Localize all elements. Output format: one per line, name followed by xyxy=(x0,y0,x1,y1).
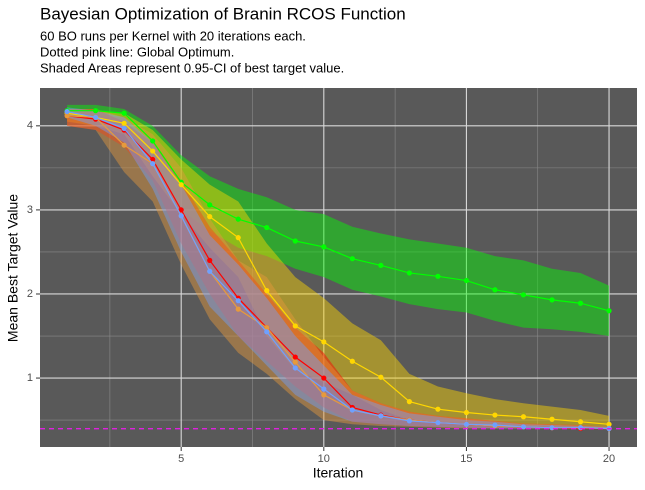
point xyxy=(577,425,584,431)
x-axis-label: Iteration xyxy=(313,465,364,481)
point xyxy=(207,268,213,274)
point xyxy=(207,257,213,263)
point xyxy=(321,339,327,345)
point xyxy=(520,414,527,420)
chart-title: Bayesian Optimization of Branin RCOS Fun… xyxy=(40,4,406,23)
point xyxy=(121,120,127,126)
point xyxy=(292,238,298,244)
ci-band xyxy=(67,109,610,429)
point xyxy=(349,407,355,413)
subtitle: 60 BO runs per Kernel with 20 iterations… xyxy=(40,28,306,43)
point xyxy=(150,156,156,163)
point xyxy=(549,425,555,431)
point xyxy=(349,256,355,262)
point xyxy=(492,287,498,293)
point xyxy=(577,419,584,425)
point xyxy=(378,262,384,268)
point xyxy=(150,161,156,167)
series-line xyxy=(67,110,610,312)
point xyxy=(549,297,555,303)
point xyxy=(435,420,441,426)
point xyxy=(235,216,241,222)
y-tick-label: 4 xyxy=(27,120,33,132)
point xyxy=(292,359,298,365)
point xyxy=(463,277,470,284)
point xyxy=(406,270,412,276)
ci-band xyxy=(67,104,610,337)
point xyxy=(150,138,156,144)
ci-band xyxy=(67,107,610,430)
point xyxy=(349,358,355,364)
point xyxy=(406,398,412,405)
point xyxy=(121,125,127,131)
y-tick-label: 3 xyxy=(27,204,33,216)
point xyxy=(150,148,156,154)
point xyxy=(178,207,184,213)
point xyxy=(207,214,213,220)
point xyxy=(264,288,270,294)
point xyxy=(321,386,327,392)
point xyxy=(292,354,298,360)
y-axis-label: Mean Best Target Value xyxy=(5,194,21,342)
point xyxy=(292,323,298,329)
point xyxy=(264,329,270,335)
point xyxy=(121,110,127,116)
point xyxy=(264,325,270,331)
subtitle: Dotted pink line: Global Optimum. xyxy=(40,44,234,59)
point xyxy=(606,308,612,314)
subtitle: Shaded Areas represent 0.95-CI of best t… xyxy=(40,60,344,75)
x-tick-label: 15 xyxy=(460,453,472,465)
point xyxy=(292,365,298,371)
point xyxy=(606,421,612,427)
ci-band xyxy=(67,109,610,430)
point xyxy=(207,202,213,208)
x-tick-label: 20 xyxy=(603,453,615,465)
point xyxy=(178,182,184,188)
y-tick-label: 2 xyxy=(27,288,33,300)
point xyxy=(520,292,527,298)
x-tick-label: 5 xyxy=(178,453,184,465)
series-line xyxy=(67,112,610,425)
point xyxy=(406,418,412,424)
point xyxy=(235,298,241,304)
point xyxy=(492,412,498,418)
point xyxy=(378,374,384,380)
point xyxy=(321,244,327,250)
point xyxy=(549,416,555,422)
point xyxy=(235,235,241,241)
point xyxy=(64,108,70,115)
point xyxy=(178,213,184,219)
point xyxy=(435,406,441,412)
point xyxy=(264,224,270,231)
point xyxy=(321,375,327,381)
ci-band xyxy=(67,109,610,430)
point xyxy=(520,424,527,430)
point xyxy=(378,413,384,419)
point xyxy=(463,421,470,427)
point xyxy=(435,273,441,279)
point xyxy=(492,422,498,428)
y-tick-label: 1 xyxy=(27,372,33,384)
point xyxy=(577,300,584,306)
point xyxy=(64,113,70,119)
point xyxy=(321,392,327,398)
point xyxy=(121,142,127,148)
point xyxy=(93,114,99,121)
point xyxy=(235,306,241,312)
series-line xyxy=(66,110,610,430)
point xyxy=(463,409,470,416)
x-tick-label: 10 xyxy=(318,453,330,465)
point xyxy=(93,108,99,114)
